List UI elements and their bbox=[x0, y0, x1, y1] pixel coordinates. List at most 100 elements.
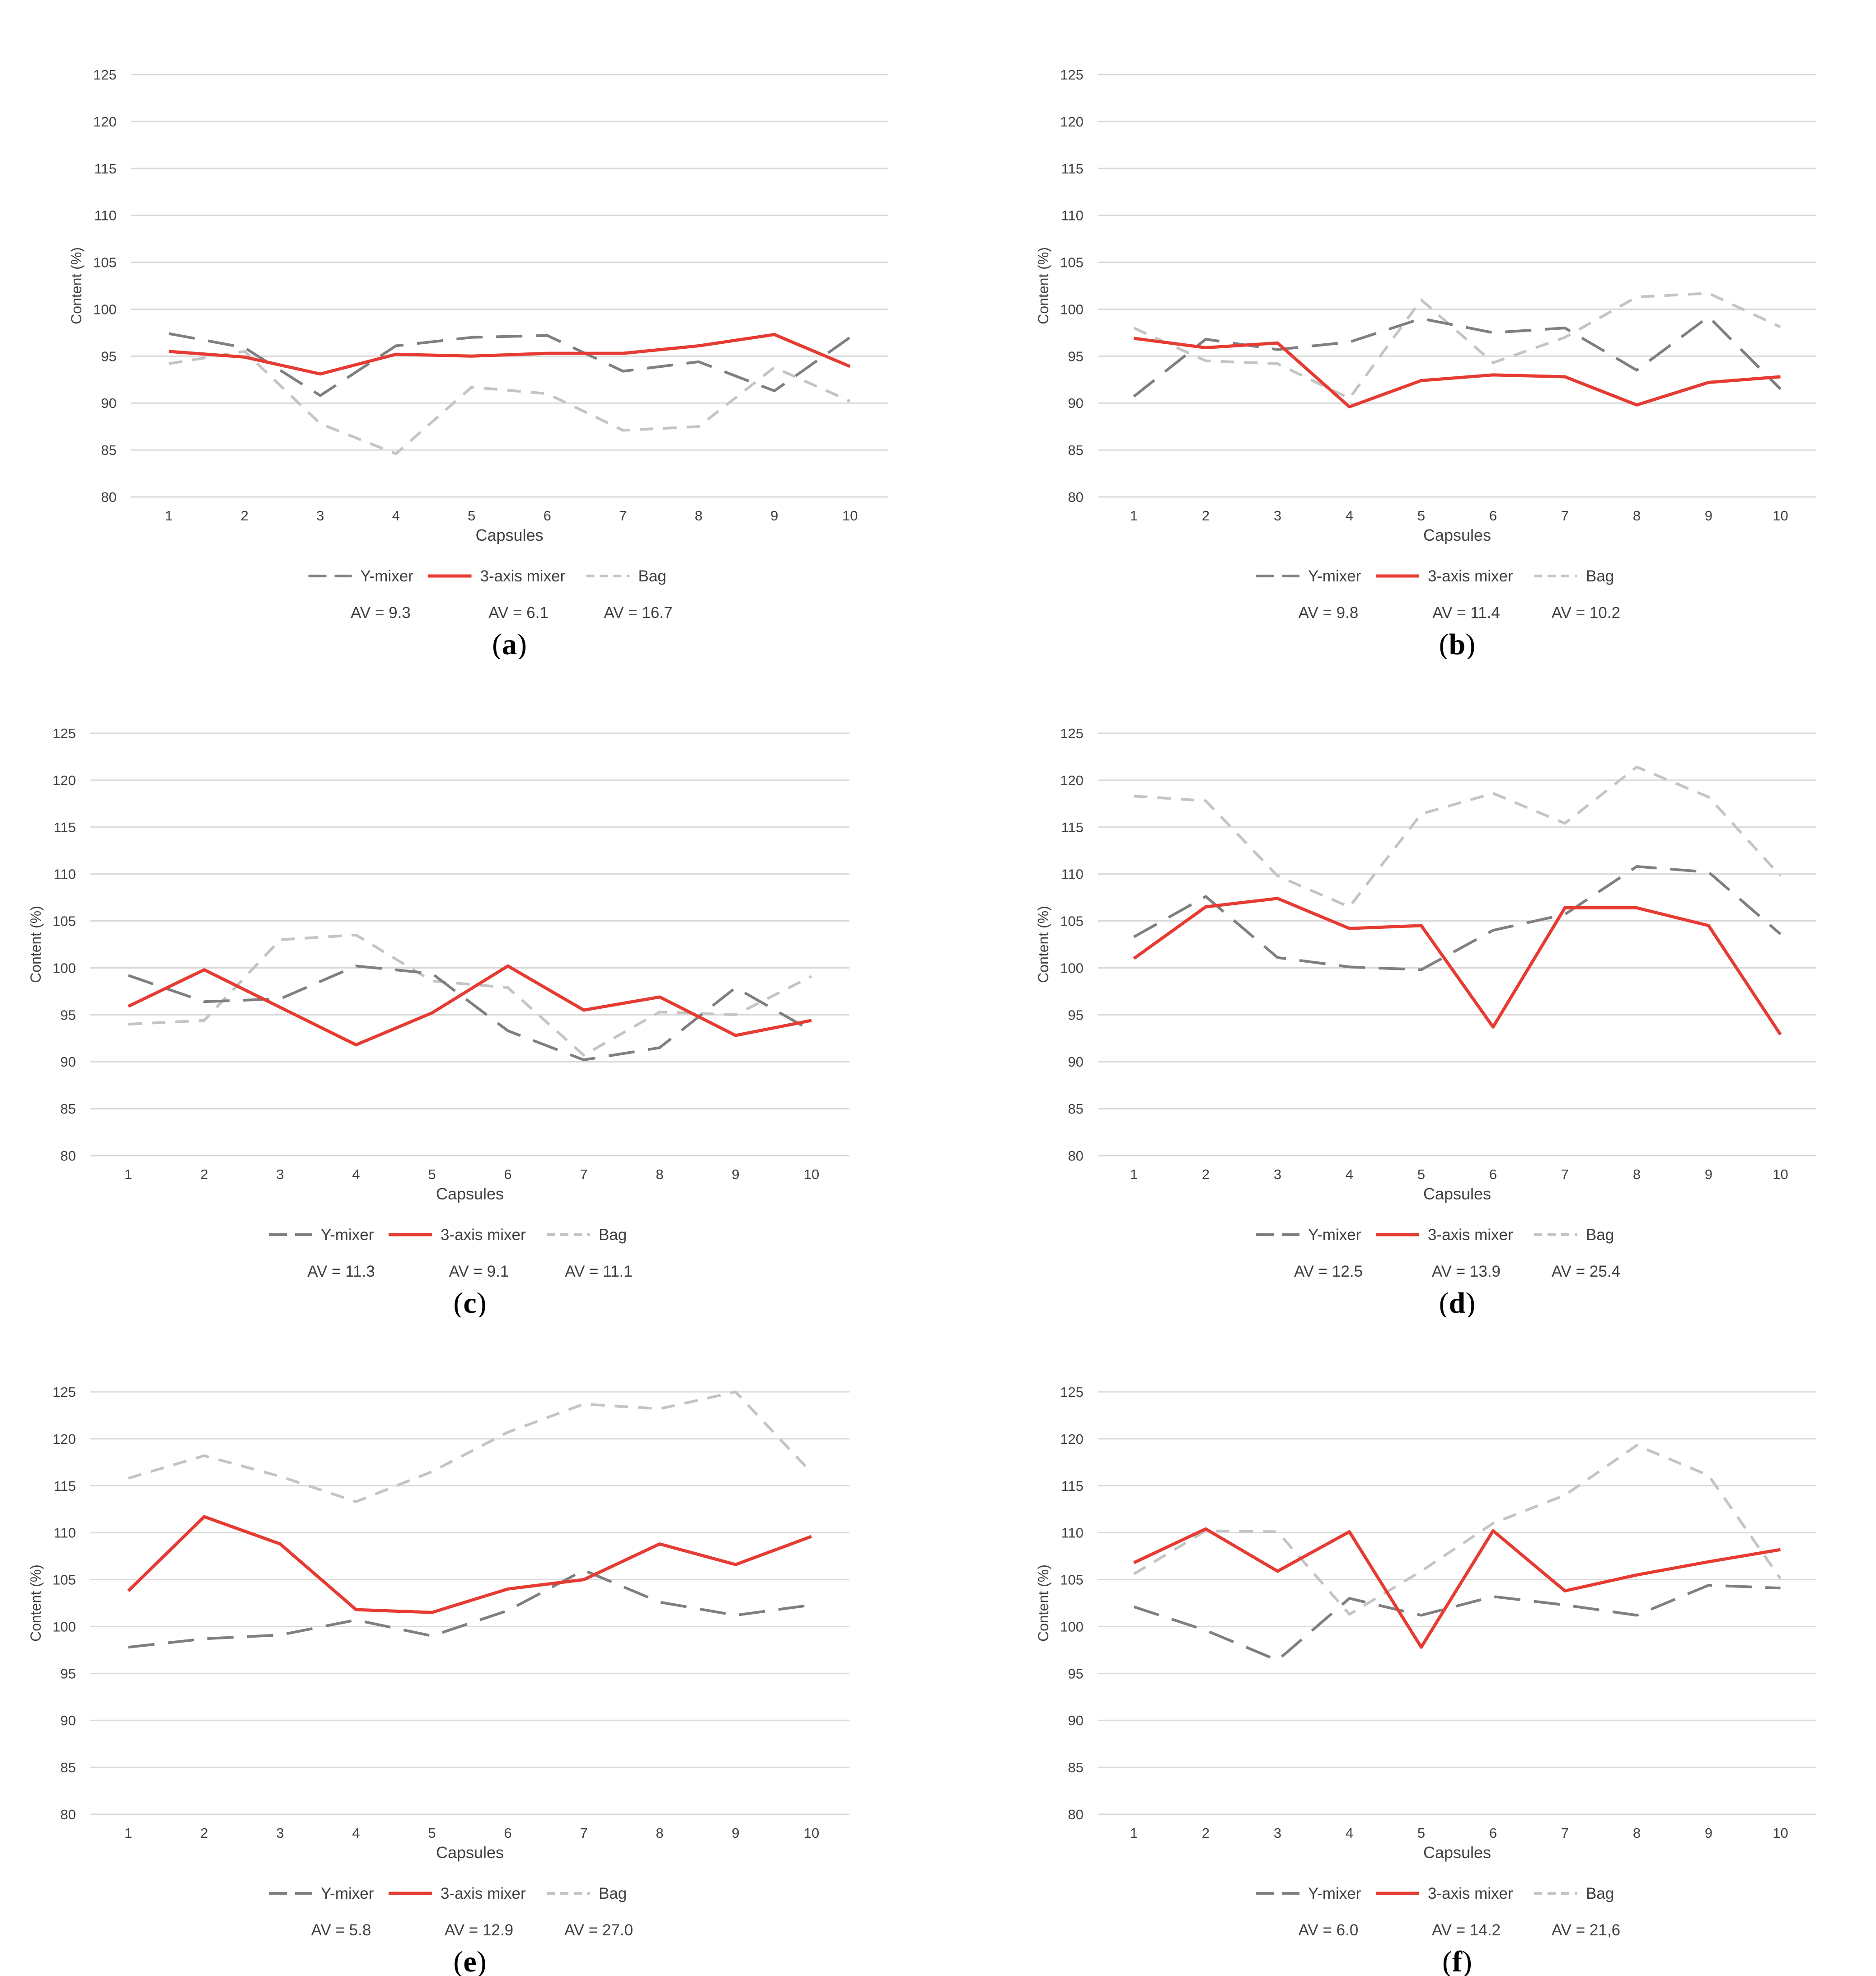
av-value: AV = 11.3 bbox=[307, 1263, 375, 1280]
y-tick-label: 85 bbox=[1068, 1101, 1083, 1117]
x-tick-label: 8 bbox=[1633, 1825, 1641, 1841]
av-value: AV = 9.1 bbox=[449, 1263, 509, 1280]
y-tick-label: 120 bbox=[1060, 773, 1083, 788]
x-tick-label: 6 bbox=[544, 508, 551, 524]
y-tick-label: 125 bbox=[52, 1384, 76, 1400]
legend-label: 3-axis mixer bbox=[1428, 567, 1513, 585]
series-line-3-axis-mixer bbox=[169, 333, 851, 376]
y-tick-label: 120 bbox=[52, 773, 76, 788]
chart-svg-e: 80 85 90 95 100 105 110 115 120 125 1 2 3 4 5 6 7 8 9 10 Cap… bbox=[28, 1384, 849, 1976]
y-tick-label: 95 bbox=[1068, 348, 1083, 364]
x-tick-label: 10 bbox=[804, 1825, 819, 1841]
x-tick-label: 1 bbox=[1130, 1166, 1138, 1182]
x-axis-title: Capsules bbox=[475, 526, 543, 544]
y-tick-label: 105 bbox=[52, 1572, 76, 1588]
av-value: AV = 6.0 bbox=[1299, 1921, 1359, 1939]
y-tick-label: 100 bbox=[52, 960, 76, 976]
x-axis-title: Capsules bbox=[436, 1185, 504, 1203]
x-tick-label: 2 bbox=[1202, 1166, 1210, 1182]
legend-label: 3-axis mixer bbox=[480, 567, 566, 585]
y-axis-title: Content (%) bbox=[1035, 906, 1051, 983]
y-tick-label: 105 bbox=[1060, 1572, 1083, 1588]
av-value: AV = 10.2 bbox=[1552, 604, 1620, 622]
panel-label: (d) bbox=[1439, 1287, 1476, 1317]
y-tick-label: 100 bbox=[1060, 1619, 1083, 1634]
y-tick-label: 120 bbox=[1060, 1431, 1083, 1447]
x-tick-label: 7 bbox=[1561, 1166, 1569, 1182]
y-tick-label: 105 bbox=[1060, 913, 1083, 929]
x-tick-label: 1 bbox=[1130, 508, 1138, 524]
legend-label: 3-axis mixer bbox=[441, 1885, 526, 1902]
legend-label: Y-mixer bbox=[1308, 1226, 1361, 1244]
series-line-y-mixer bbox=[1133, 865, 1782, 971]
x-tick-label: 3 bbox=[1274, 1825, 1281, 1841]
av-value: AV = 11.1 bbox=[565, 1263, 633, 1280]
x-tick-label: 4 bbox=[1346, 1166, 1353, 1182]
y-tick-label: 105 bbox=[1060, 255, 1083, 271]
x-tick-label: 3 bbox=[276, 1166, 284, 1182]
chart-panel-c: 80 85 90 95 100 105 110 115 120 125 1 2 3 4 5 6 7 8 9 10 Cap… bbox=[0, 659, 938, 1317]
x-tick-label: 8 bbox=[656, 1166, 663, 1182]
x-tick-label: 5 bbox=[428, 1825, 436, 1841]
panel-label: (b) bbox=[1439, 628, 1476, 659]
x-tick-label: 9 bbox=[1705, 508, 1712, 524]
series-line-3-axis-mixer bbox=[1134, 337, 1781, 408]
x-tick-label: 2 bbox=[241, 508, 249, 524]
series-line-y-mixer bbox=[1133, 1584, 1781, 1662]
x-tick-label: 1 bbox=[165, 508, 173, 524]
y-axis-title: Content (%) bbox=[28, 906, 44, 983]
panel-label: (e) bbox=[453, 1945, 486, 1976]
y-tick-label: 120 bbox=[93, 114, 117, 130]
chart-panel-d: 80 85 90 95 100 105 110 115 120 125 1 2 3 4 5 6 7 8 9 10 Cap… bbox=[938, 659, 1876, 1317]
y-tick-label: 80 bbox=[61, 1148, 76, 1164]
y-tick-label: 90 bbox=[1068, 1054, 1083, 1070]
y-tick-label: 90 bbox=[101, 395, 117, 411]
panel-label: (f) bbox=[1442, 1945, 1472, 1976]
x-tick-label: 10 bbox=[1773, 1825, 1788, 1841]
legend-label: Bag bbox=[638, 567, 666, 585]
x-tick-label: 5 bbox=[468, 508, 475, 524]
x-tick-label: 6 bbox=[1489, 508, 1497, 524]
x-tick-label: 4 bbox=[352, 1166, 360, 1182]
y-tick-label: 95 bbox=[101, 348, 117, 364]
x-tick-label: 3 bbox=[1274, 508, 1281, 524]
y-axis-title: Content (%) bbox=[28, 1564, 44, 1642]
legend-label: 3-axis mixer bbox=[441, 1226, 526, 1244]
x-tick-label: 7 bbox=[580, 1166, 587, 1182]
x-axis-title: Capsules bbox=[1423, 1185, 1491, 1203]
y-tick-label: 80 bbox=[1068, 1148, 1083, 1164]
y-tick-label: 125 bbox=[52, 726, 76, 741]
x-tick-label: 6 bbox=[504, 1166, 511, 1182]
y-tick-label: 80 bbox=[1068, 1807, 1083, 1822]
y-axis-title: Content (%) bbox=[1035, 1564, 1051, 1642]
legend-label: Y-mixer bbox=[1308, 567, 1361, 585]
x-tick-label: 9 bbox=[1705, 1166, 1712, 1182]
series-line-3-axis-mixer bbox=[1133, 1527, 1781, 1649]
av-value: AV = 13.9 bbox=[1432, 1263, 1501, 1280]
series-line-y-mixer bbox=[169, 332, 851, 397]
av-value: AV = 9.8 bbox=[1299, 604, 1359, 622]
x-tick-label: 6 bbox=[1489, 1166, 1497, 1182]
y-tick-label: 110 bbox=[54, 1525, 76, 1541]
y-tick-label: 95 bbox=[61, 1666, 76, 1681]
x-tick-label: 1 bbox=[124, 1166, 132, 1182]
legend-label: Y-mixer bbox=[321, 1885, 374, 1902]
y-tick-label: 100 bbox=[93, 301, 117, 317]
x-tick-label: 1 bbox=[124, 1825, 132, 1841]
chart-svg-b: 80 85 90 95 100 105 110 115 120 125 1 2 3 4 5 6 7 8 9 10 Cap… bbox=[1035, 67, 1816, 659]
chart-panel-b: 80 85 90 95 100 105 110 115 120 125 1 2 3 4 5 6 7 8 9 10 Cap… bbox=[938, 0, 1876, 659]
y-tick-label: 80 bbox=[101, 489, 117, 505]
x-tick-label: 2 bbox=[200, 1166, 208, 1182]
av-value: AV = 5.8 bbox=[311, 1921, 371, 1939]
x-tick-label: 4 bbox=[1346, 508, 1353, 524]
x-tick-label: 8 bbox=[1633, 508, 1641, 524]
av-value: AV = 12.9 bbox=[445, 1921, 513, 1939]
legend-label: Bag bbox=[599, 1885, 627, 1902]
av-value: AV = 6.1 bbox=[488, 604, 549, 622]
x-tick-label: 7 bbox=[1561, 508, 1569, 524]
y-tick-label: 120 bbox=[1060, 114, 1083, 130]
x-tick-label: 7 bbox=[619, 508, 627, 524]
y-tick-label: 95 bbox=[61, 1007, 76, 1023]
av-value: AV = 12.5 bbox=[1294, 1263, 1363, 1280]
